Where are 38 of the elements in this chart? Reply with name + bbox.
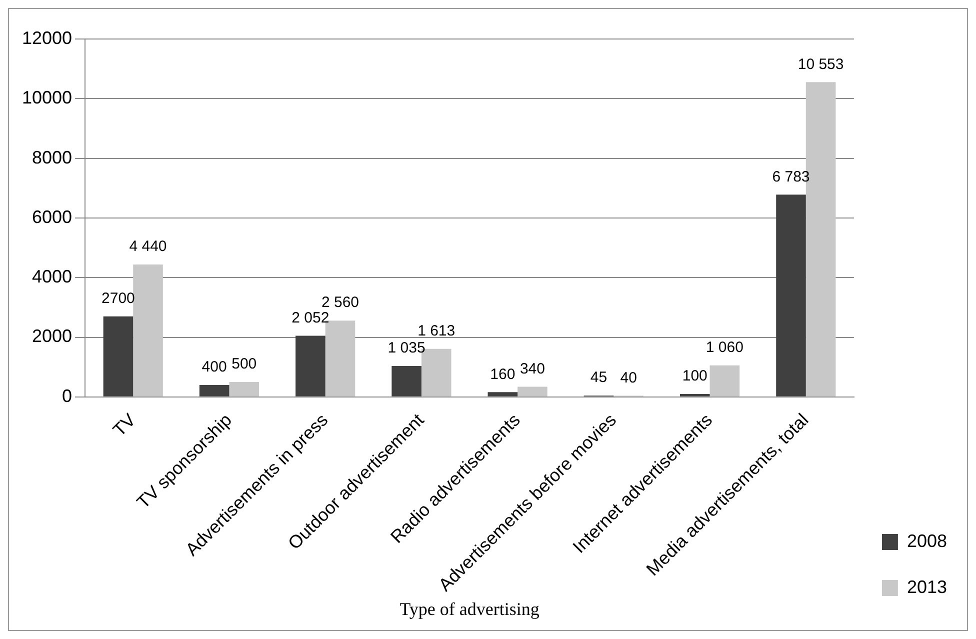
data-label: 2 560	[321, 294, 360, 312]
x-tick-label: TV	[109, 410, 140, 440]
y-tick-label: 6000	[32, 206, 72, 227]
data-label: 400	[202, 358, 227, 376]
bar	[103, 316, 134, 396]
data-label: 340	[520, 360, 545, 378]
data-label: 45	[590, 369, 608, 386]
x-axis-title: Type of advertising	[400, 598, 540, 619]
data-label: 100	[682, 368, 708, 385]
data-label: 6 783	[772, 168, 810, 186]
bar	[518, 386, 548, 396]
legend-label: 2008	[906, 530, 948, 551]
data-label: 1 613	[418, 322, 456, 340]
data-label: 10 553	[798, 56, 844, 73]
data-label: 2 052	[292, 309, 330, 326]
bar	[392, 366, 422, 396]
data-label: 500	[232, 356, 257, 373]
data-label: 160	[490, 366, 516, 383]
y-tick-label: 8000	[32, 147, 72, 168]
legend-label: 2013	[906, 576, 948, 597]
data-label: 1 060	[706, 338, 744, 356]
y-tick-label: 10000	[22, 88, 72, 108]
y-tick-label: 0	[62, 386, 72, 406]
bar	[680, 394, 710, 396]
bar	[776, 194, 806, 396]
y-tick-label: 2000	[32, 326, 72, 346]
data-label: 1 035	[388, 340, 426, 357]
y-tick-label: 4000	[32, 266, 72, 287]
data-label: 40	[620, 369, 637, 386]
bar	[199, 385, 230, 396]
data-label: 2700	[102, 290, 135, 308]
bar	[296, 336, 326, 396]
y-tick-label: 12000	[22, 28, 72, 48]
data-label: 4 440	[129, 238, 167, 256]
bar	[229, 382, 260, 396]
bar	[133, 264, 163, 396]
bar	[488, 392, 518, 396]
bar	[710, 365, 740, 396]
